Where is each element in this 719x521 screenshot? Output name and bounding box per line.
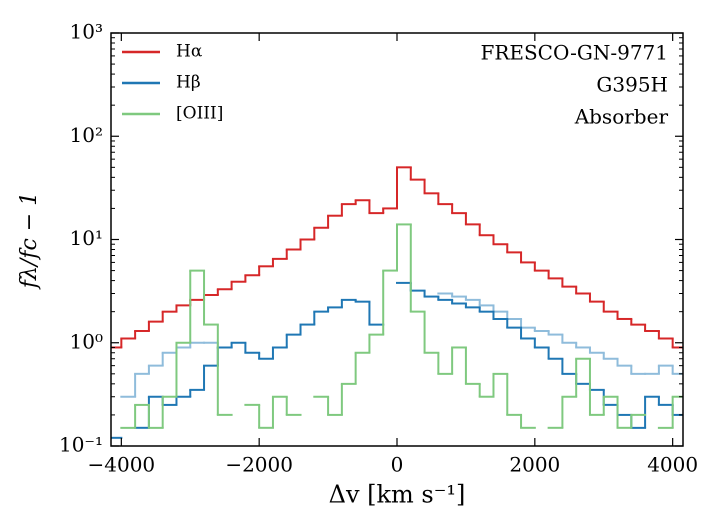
legend-label: [OIII] (176, 104, 223, 124)
x-tick-label: 0 (391, 453, 404, 477)
legend-label: Hβ (176, 73, 201, 93)
x-tick-label: 2000 (509, 453, 560, 477)
x-tick-label: −4000 (88, 453, 156, 477)
y-tick-label: 10¹ (70, 226, 103, 250)
y-tick-label: 10⁻¹ (59, 433, 103, 457)
y-tick-label: 10³ (70, 20, 103, 44)
annotation: Absorber (574, 105, 669, 129)
y-tick-label: 10⁰ (70, 329, 103, 353)
x-axis-label: Δv [km s⁻¹] (329, 481, 466, 509)
annotation: G395H (596, 73, 668, 97)
plot-lines (111, 166, 683, 439)
x-tick-label: 4000 (647, 453, 698, 477)
x-tick-label: −2000 (225, 453, 293, 477)
y-tick-label: 10² (70, 123, 103, 147)
annotation: FRESCO-GN-9771 (480, 41, 668, 65)
y-axis-label: fλ/fc − 1 (17, 192, 42, 290)
legend-label: Hα (176, 42, 203, 62)
